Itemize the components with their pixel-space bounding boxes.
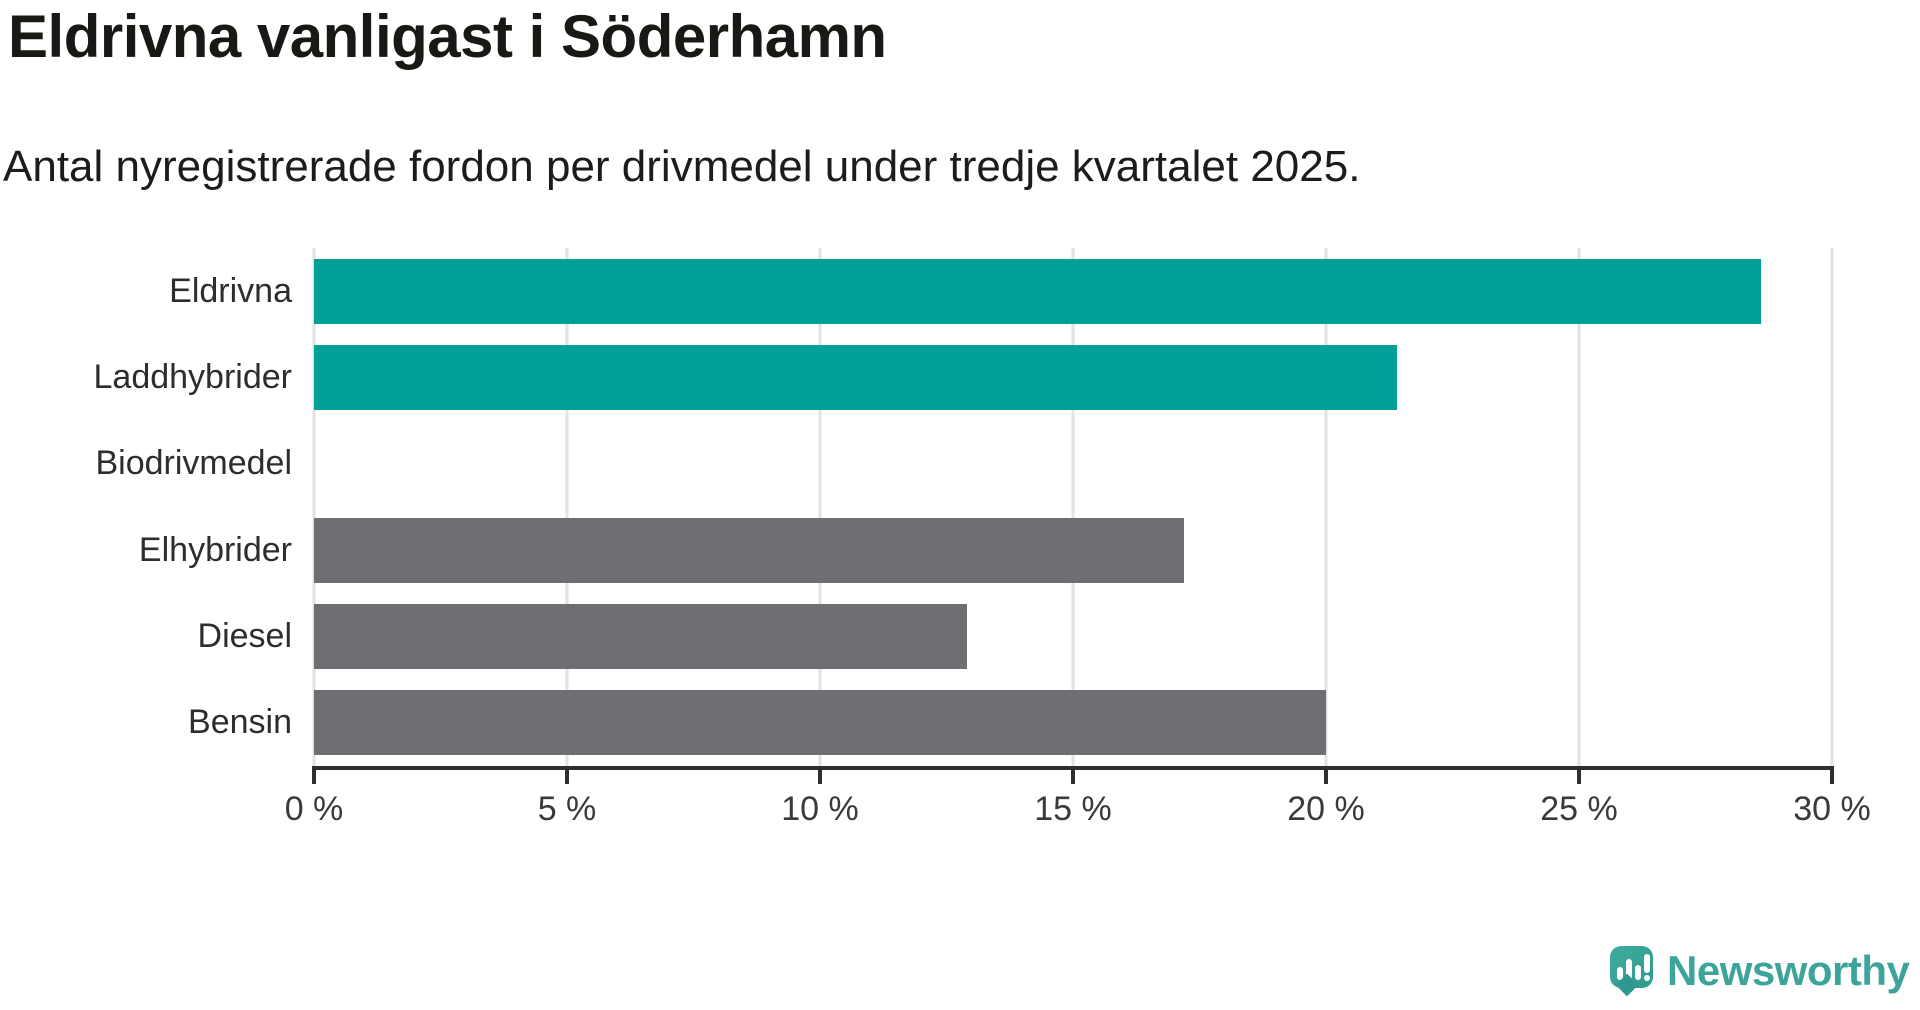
category-label-laddhybrider: Laddhybrider — [93, 357, 292, 396]
x-axis-tick — [818, 770, 822, 784]
x-axis-tick — [1830, 770, 1834, 784]
logo-exclamation-icon — [1644, 954, 1650, 973]
logo-exclamation-dot-icon — [1644, 975, 1650, 981]
bar-eldrivna — [314, 258, 1762, 324]
x-tick-label: 10 % — [781, 790, 859, 828]
x-axis-line — [312, 766, 1834, 770]
y-axis-category-labels: Eldrivna Laddhybrider Biodrivmedel Elhybrid… — [0, 248, 292, 766]
page-title: Eldrivna vanligast i Söderhamn — [8, 3, 887, 70]
x-axis-tick — [565, 770, 569, 784]
x-tick-label: 0 % — [284, 790, 344, 828]
logo-bar-icon — [1635, 965, 1641, 980]
gridline — [818, 248, 822, 766]
gridline — [1830, 248, 1834, 766]
x-axis-tick — [1324, 770, 1328, 784]
bar-elhybrider — [314, 517, 1185, 583]
x-tick-label: 20 % — [1287, 790, 1365, 828]
category-label-diesel: Diesel — [197, 616, 292, 655]
x-axis-ticks: 0 % 5 % 10 % 15 % 20 % 25 % 30 % — [285, 770, 1871, 840]
x-tick-label: 30 % — [1793, 790, 1871, 828]
category-label-biodrivmedel: Biodrivmedel — [95, 444, 292, 483]
x-tick-label: 5 % — [537, 790, 597, 828]
logo-bar-icon — [1617, 967, 1623, 980]
category-label-bensin: Bensin — [188, 703, 292, 742]
bar-laddhybrider — [314, 345, 1397, 410]
gridline — [1071, 248, 1075, 766]
x-tick-label: 25 % — [1540, 790, 1618, 828]
gridline — [565, 248, 569, 766]
logo-bar-icon — [1626, 959, 1632, 980]
bar-diesel — [314, 604, 967, 669]
x-axis-tick — [312, 770, 316, 784]
gridline — [1577, 248, 1581, 766]
gridline — [312, 248, 316, 766]
plot-area — [312, 248, 1834, 766]
gridline — [1324, 248, 1328, 766]
x-tick-label: 15 % — [1034, 790, 1112, 828]
x-axis-tick — [1577, 770, 1581, 784]
bar-bensin — [314, 690, 1326, 756]
x-axis-tick — [1071, 770, 1075, 784]
chart-subtitle: Antal nyregistrerade fordon per drivmede… — [3, 142, 1361, 191]
category-label-elhybrider: Elhybrider — [138, 530, 292, 569]
category-label-eldrivna: Eldrivna — [169, 271, 292, 310]
newsworthy-brand-name: Newsworthy — [1667, 947, 1910, 994]
